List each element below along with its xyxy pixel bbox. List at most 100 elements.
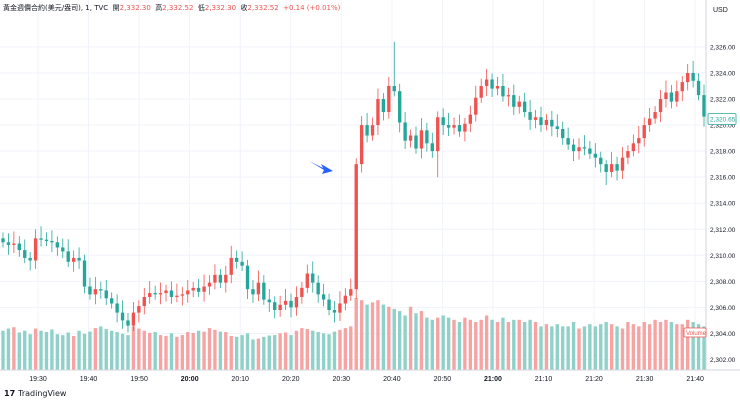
candle-body [148, 293, 152, 297]
volume-bar [164, 335, 168, 370]
volume-bar [186, 332, 190, 370]
volume-bar [126, 335, 130, 370]
candle-body [642, 125, 646, 139]
candle-body [463, 123, 467, 132]
x-tick-label: 20:00 [181, 376, 199, 383]
exchange: TVC [94, 4, 109, 12]
candle-body [28, 257, 32, 261]
ohlc-legend[interactable]: 黃金週價合約(美元/盎司), 1, TVC 開2,332.30 高2,332.5… [3, 4, 341, 12]
candle-body [398, 91, 402, 123]
candle-body [311, 273, 315, 283]
volume-bar [604, 322, 608, 370]
candle-body [99, 289, 103, 291]
candle-body [414, 135, 418, 149]
candle-body [224, 274, 228, 283]
candle-body [256, 282, 261, 295]
candle-body [441, 117, 445, 126]
candle-body [126, 320, 130, 326]
volume-bar [398, 311, 402, 370]
candle-body [387, 86, 391, 113]
candle-body [533, 117, 538, 120]
candle-body [609, 164, 614, 172]
grid-lines [0, 0, 706, 370]
volume-bar [251, 339, 255, 370]
volume-bar [104, 328, 108, 370]
candle-body [61, 247, 65, 252]
volume-bar [300, 328, 304, 370]
volume-bar [609, 324, 614, 370]
candle-body [555, 126, 559, 129]
volume-bar [142, 330, 146, 370]
close-label: 收 [240, 4, 248, 12]
volume-bar [234, 336, 239, 370]
candle-body [588, 148, 592, 154]
x-tick-label: 20:20 [282, 376, 300, 383]
candle-body [229, 257, 233, 275]
volume-bar [148, 332, 152, 370]
high-value: 2,332.52 [162, 4, 194, 12]
candle-body [175, 295, 179, 297]
candle-body [522, 101, 527, 113]
volume-bar [283, 332, 288, 370]
low-label: 低 [197, 4, 205, 12]
x-tick-label: 20:40 [383, 376, 401, 383]
candle-body [637, 138, 641, 144]
volume-badge: Volume [683, 327, 707, 338]
volume-bar [691, 322, 695, 370]
volume-bar [392, 308, 396, 370]
volume-bar [615, 326, 619, 370]
candle-body [408, 135, 413, 141]
volume-bar [66, 332, 70, 370]
candle-body [218, 274, 223, 283]
volume-bar [229, 335, 233, 370]
volume-bar [120, 333, 125, 370]
volume-bar [158, 335, 163, 370]
candle-body [278, 304, 282, 310]
candle-body [327, 299, 331, 310]
x-tick-label: 20:10 [231, 376, 249, 383]
candle-body [495, 86, 500, 89]
candle-body [251, 289, 255, 295]
candle-body [267, 299, 271, 303]
volume-bar [561, 326, 565, 370]
candle-body [544, 119, 549, 126]
volume-bar [490, 319, 494, 370]
candle-body [359, 125, 364, 165]
candle-body [186, 290, 190, 295]
candle-body [17, 243, 21, 251]
volume-bar [620, 328, 625, 370]
volume-bar [501, 317, 505, 370]
volume-bar [180, 335, 185, 370]
volume-bar [696, 324, 701, 370]
volume-bar [653, 319, 657, 370]
volume-bar [278, 333, 282, 370]
volume-bar [419, 311, 424, 370]
volume-bar [267, 335, 271, 370]
candle-body [109, 298, 114, 304]
volume-bar [240, 335, 244, 370]
volume-bar [224, 332, 228, 370]
price-axis[interactable]: USD 2,326.00 2,324.00 2,322.00 2,320.00 2,31… [705, 0, 736, 370]
candle-body [245, 265, 250, 290]
volume-bar [55, 334, 60, 370]
candle-body [115, 303, 119, 313]
volume-bar [23, 330, 27, 370]
candle-body [702, 95, 706, 117]
y-tick-label: 2,312.00 [710, 227, 736, 234]
candle-body [44, 239, 49, 241]
annotation-arrow-icon[interactable] [309, 161, 333, 174]
y-tick-label: 2,302.00 [710, 357, 736, 364]
candle-body [512, 95, 516, 107]
candle-body [653, 112, 657, 119]
time-axis[interactable]: 19:30 19:40 19:50 20:00 20:10 20:20 20:30 20:40… [0, 369, 740, 383]
tradingview-logo[interactable]: 17 TradingView [4, 389, 66, 398]
volume-bar [522, 322, 527, 370]
candle-body [686, 72, 690, 83]
candle-body [82, 260, 87, 287]
candle-body [180, 294, 185, 296]
x-tick-label: 19:30 [29, 376, 47, 383]
volume-bar [479, 319, 483, 370]
candle-body [577, 147, 581, 152]
volume-bar [403, 315, 407, 370]
